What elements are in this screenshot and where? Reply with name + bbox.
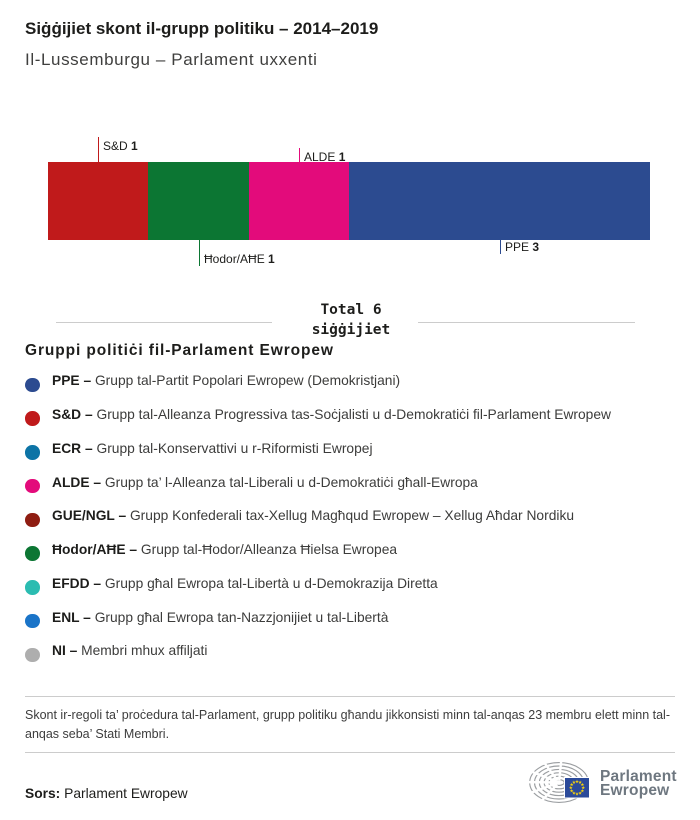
callout-tick	[299, 148, 300, 162]
callout-seat-count: 1	[131, 139, 138, 153]
legend-color-dot	[25, 647, 40, 663]
legend-item-text: Ħodor/AĦE – Grupp tal-Ħodor/Alleanza Ħie…	[52, 542, 397, 557]
callout-label: PPE 3	[505, 240, 539, 254]
legend-item-desc: Grupp tal-Ħodor/Alleanza Ħielsa Ewropea	[140, 542, 398, 558]
callout-seat-count: 1	[338, 150, 346, 164]
source-label: Sors:	[25, 786, 61, 801]
legend-item-ppe: PPE – Grupp tal-Partit Popolari Ewropew …	[25, 364, 611, 398]
legend-item-abbr: ECR –	[52, 440, 97, 456]
legend-item-text: NI – Membri mhux affiljati	[52, 643, 207, 658]
legend-item-gue-ngl: GUE/NGL – Grupp Konfederali tax-Xellug M…	[25, 499, 611, 533]
legend-item-abbr: NI –	[52, 643, 82, 659]
callout-label: S&D 1	[103, 139, 138, 153]
legend-color-dot	[25, 377, 40, 393]
page-title: Siġġijiet skont il-grupp politiku – 2014…	[25, 19, 379, 38]
footnote: Skont ir-regoli ta’ proċedura tal-Parlam…	[25, 708, 670, 741]
callout-group-name: ALDE	[304, 150, 339, 164]
callout-group-name: Ħodor/AĦE	[204, 252, 269, 266]
legend-item-abbr: Ħodor/AĦE –	[52, 542, 141, 558]
legend-item-text: ENL – Grupp għal Ewropa tan-Nazzjonijiet…	[52, 610, 388, 625]
callout-seat-count: 1	[268, 252, 275, 266]
legend-item-text: S&D – Grupp tal-Alleanza Progressiva tas…	[52, 407, 611, 422]
ep-hemicycle-flag-icon	[528, 761, 590, 803]
legend-item-text: ALDE – Grupp ta’ l-Alleanza tal-Liberali…	[52, 475, 478, 490]
legend-item-text: ECR – Grupp tal-Konservattivi u r-Riform…	[52, 441, 373, 456]
footnote-bottom-divider	[25, 752, 675, 753]
legend-item-abbr: GUE/NGL –	[52, 508, 130, 524]
legend-item--odor-a-e: Ħodor/AĦE – Grupp tal-Ħodor/Alleanza Ħie…	[25, 533, 611, 567]
legend-item-desc: Membri mhux affiljati	[81, 643, 208, 659]
ep-logo-text: Parlament Ewropew	[600, 768, 677, 799]
legend-color-dot	[25, 411, 40, 426]
bar-segment-ppe	[348, 162, 650, 240]
legend-item-desc: Grupp għal Ewropa tan-Nazzjonijiet u tal…	[94, 609, 389, 625]
legend-color-dot	[25, 512, 40, 528]
legend-item-desc: Grupp għal Ewropa tal-Libertà u d-Demokr…	[104, 575, 438, 591]
ep-logo-text-line2: Ewropew	[600, 782, 670, 799]
source-value: Parlament Ewropew	[64, 786, 188, 801]
legend-item-desc: Grupp tal-Partit Popolari Ewropew (Demok…	[94, 373, 401, 389]
stacked-bar	[48, 162, 650, 240]
legend-item-abbr: ENL –	[52, 609, 95, 625]
legend-item-text: GUE/NGL – Grupp Konfederali tax-Xellug M…	[52, 508, 574, 523]
legend-item-text: EFDD – Grupp għal Ewropa tal-Libertà u d…	[52, 576, 438, 591]
footnote-top-divider	[25, 696, 675, 697]
bar-segment-s&d	[48, 162, 149, 240]
page-subtitle: Il-Lussemburgu – Parlament uxxenti	[25, 49, 318, 69]
legend-item-abbr: PPE –	[52, 373, 95, 389]
seats-stacked-bar-chart: S&D 1 Ħodor/AĦE 1 ALDE 1 PPE 3	[0, 0, 700, 290]
legend-color-dot	[25, 613, 40, 629]
total-seats-line2: siġġijiet	[311, 322, 391, 338]
source-line: Sors: Parlament Ewropew	[25, 785, 188, 802]
legend-item-ecr: ECR – Grupp tal-Konservattivi u r-Riform…	[25, 432, 611, 466]
legend-item-abbr: EFDD –	[52, 575, 105, 591]
total-seats-line1: Total 6	[320, 302, 382, 318]
legend-item-s&d: S&D – Grupp tal-Alleanza Progressiva tas…	[25, 398, 611, 432]
legend-item-ni: NI – Membri mhux affiljati	[25, 634, 611, 668]
callout-label: ALDE 1	[304, 150, 345, 164]
legend-color-dot	[25, 546, 40, 561]
ep-logo-text-line1: Parlament	[600, 768, 677, 785]
legend-item-desc: Grupp Konfederali tax-Xellug Magħqud Ewr…	[129, 508, 575, 524]
callout-tick	[199, 240, 200, 266]
callout-group-name: S&D	[103, 139, 132, 153]
legend-list: PPE – Grupp tal-Partit Popolari Ewropew …	[25, 364, 611, 668]
legend-item-text: PPE – Grupp tal-Partit Popolari Ewropew …	[52, 373, 400, 388]
eu-flag-stars	[568, 779, 586, 796]
legend-item-abbr: S&D –	[52, 407, 97, 423]
total-right-rule	[418, 322, 635, 323]
legend-item-desc: Grupp ta’ l-Alleanza tal-Liberali u d-De…	[104, 474, 478, 490]
legend-item-abbr: ALDE –	[52, 474, 105, 490]
legend-color-dot	[25, 445, 40, 460]
legend-item-alde: ALDE – Grupp ta’ l-Alleanza tal-Liberali…	[25, 465, 611, 499]
legend-color-dot	[25, 580, 40, 595]
legend-color-dot	[25, 478, 40, 494]
legend-item-desc: Grupp tal-Alleanza Progressiva tas-Soċja…	[96, 407, 611, 423]
total-seats-label: Total 6 siġġijiet	[272, 300, 430, 340]
legend-item-enl: ENL – Grupp għal Ewropa tan-Nazzjonijiet…	[25, 600, 611, 634]
european-parliament-logo: Parlament Ewropew	[528, 761, 680, 807]
total-seats-block: Total 6 siġġijiet	[0, 300, 700, 344]
legend-heading: Gruppi politiċi fil-Parlament Ewropew	[25, 342, 334, 359]
callout-label: Ħodor/AĦE 1	[204, 252, 275, 266]
callout-group-name: PPE	[505, 240, 533, 254]
bar-segment-alde	[248, 162, 349, 240]
eu-flag	[565, 778, 589, 798]
callout-tick	[500, 240, 501, 254]
bar-segment--odor-a-e	[148, 162, 249, 240]
callout-seat-count: 3	[532, 240, 540, 254]
hemicycle-slits	[528, 761, 563, 802]
total-left-rule	[56, 322, 272, 323]
legend-item-efdd: EFDD – Grupp għal Ewropa tal-Libertà u d…	[25, 567, 611, 601]
callout-tick	[98, 137, 99, 162]
legend-item-desc: Grupp tal-Konservattivi u r-Riformisti E…	[96, 440, 373, 456]
